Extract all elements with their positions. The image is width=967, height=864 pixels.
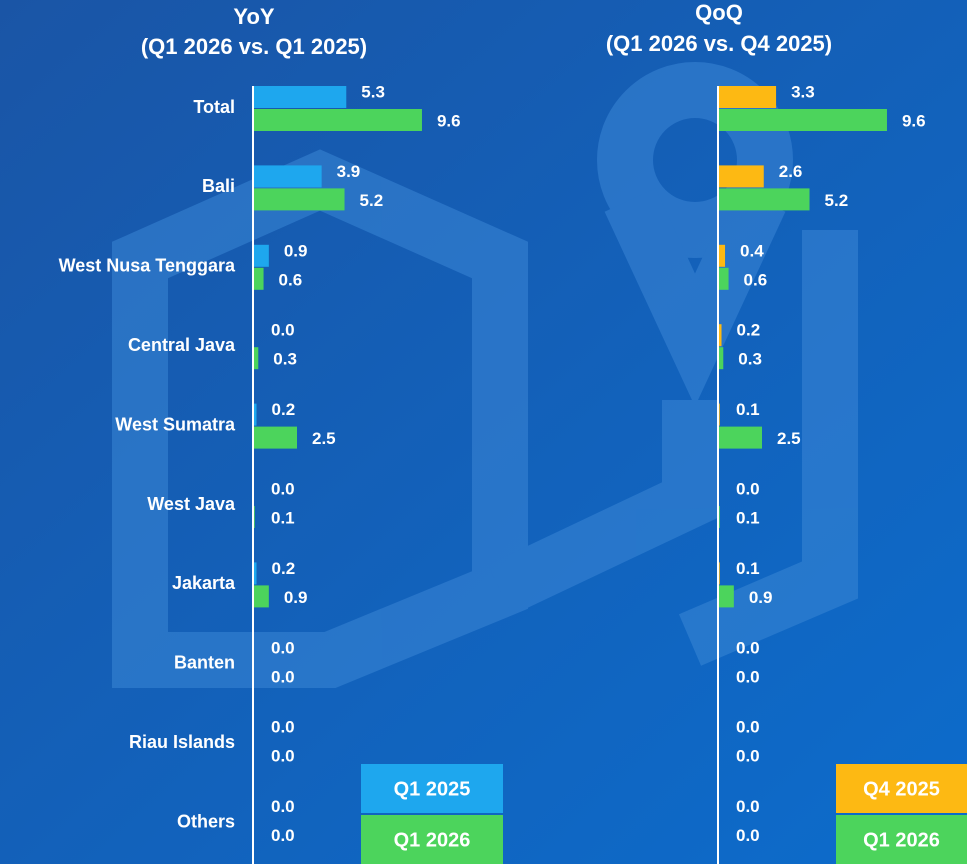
value-label: 5.2	[360, 191, 384, 210]
bar	[718, 165, 764, 188]
category-label: Bali	[202, 176, 235, 196]
value-label: 0.1	[736, 559, 760, 578]
value-label: 0.2	[272, 559, 296, 578]
chart-title: QoQ	[695, 0, 743, 25]
value-label: 0.0	[271, 479, 295, 498]
value-label: 0.4	[740, 241, 764, 260]
legend-swatch	[836, 815, 967, 864]
value-label: 0.0	[736, 638, 760, 657]
value-label: 0.0	[736, 826, 760, 845]
bar	[253, 188, 345, 211]
legend-swatch	[361, 764, 503, 813]
category-label: Total	[193, 97, 235, 117]
bar	[718, 426, 762, 449]
bar	[253, 347, 259, 370]
chart-title: YoY	[233, 4, 274, 29]
category-label: Riau Islands	[129, 732, 235, 752]
bar	[253, 562, 257, 585]
value-label: 5.3	[361, 82, 385, 101]
bar	[253, 109, 422, 131]
legend-swatch	[361, 815, 503, 864]
legend-label: Q1 2026	[863, 829, 940, 851]
value-label: 0.0	[271, 797, 295, 816]
chart-subtitle: (Q1 2026 vs. Q1 2025)	[141, 34, 367, 59]
value-label: 0.3	[738, 350, 762, 369]
value-label: 0.0	[736, 747, 760, 766]
legend-label: Q1 2026	[394, 829, 471, 851]
category-label: West Sumatra	[115, 414, 236, 434]
value-label: 0.0	[736, 667, 760, 686]
category-label: West Java	[147, 494, 236, 514]
value-label: 5.2	[825, 191, 849, 210]
value-label: 3.9	[337, 162, 361, 181]
value-label: 0.9	[284, 241, 308, 260]
bar	[718, 86, 777, 108]
value-label: 9.6	[437, 111, 461, 130]
value-label: 0.0	[271, 747, 295, 766]
value-label: 0.9	[749, 588, 773, 607]
value-label: 0.0	[271, 826, 295, 845]
category-label: West Nusa Tenggara	[59, 256, 236, 276]
value-label: 0.2	[272, 400, 296, 419]
value-label: 0.0	[271, 321, 295, 340]
value-label: 2.6	[779, 162, 803, 181]
value-label: 0.6	[744, 270, 768, 289]
legend-swatch	[836, 764, 967, 813]
value-label: 0.2	[737, 321, 761, 340]
bar	[718, 109, 887, 131]
value-label: 0.9	[284, 588, 308, 607]
bar	[718, 244, 726, 267]
value-label: 0.1	[736, 400, 760, 419]
value-label: 0.1	[736, 508, 760, 527]
bar	[718, 324, 722, 347]
category-label: Central Java	[128, 335, 236, 355]
value-label: 0.0	[736, 718, 760, 737]
bar	[253, 165, 322, 188]
value-label: 0.1	[271, 508, 295, 527]
bar	[253, 403, 257, 426]
bar	[718, 267, 729, 290]
bar	[718, 347, 724, 370]
value-label: 0.0	[271, 667, 295, 686]
value-label: 0.3	[273, 350, 297, 369]
value-label: 3.3	[791, 82, 815, 101]
value-label: 0.0	[736, 479, 760, 498]
watermark	[112, 62, 858, 688]
value-label: 0.0	[271, 718, 295, 737]
bar	[253, 426, 297, 449]
bar	[718, 585, 734, 608]
bar	[253, 244, 269, 267]
bar	[253, 86, 347, 108]
value-label: 2.5	[312, 429, 336, 448]
value-label: 2.5	[777, 429, 801, 448]
chart-subtitle: (Q1 2026 vs. Q4 2025)	[606, 31, 832, 56]
category-label: Jakarta	[172, 573, 236, 593]
bar	[253, 267, 264, 290]
bar	[718, 188, 810, 211]
value-label: 0.0	[736, 797, 760, 816]
value-label: 0.0	[271, 638, 295, 657]
category-label: Others	[177, 811, 235, 831]
category-label: Banten	[174, 653, 235, 673]
value-label: 9.6	[902, 111, 926, 130]
legend-label: Q4 2025	[863, 778, 940, 800]
bar	[253, 585, 269, 608]
value-label: 0.6	[279, 270, 303, 289]
legend-label: Q1 2025	[394, 778, 471, 800]
